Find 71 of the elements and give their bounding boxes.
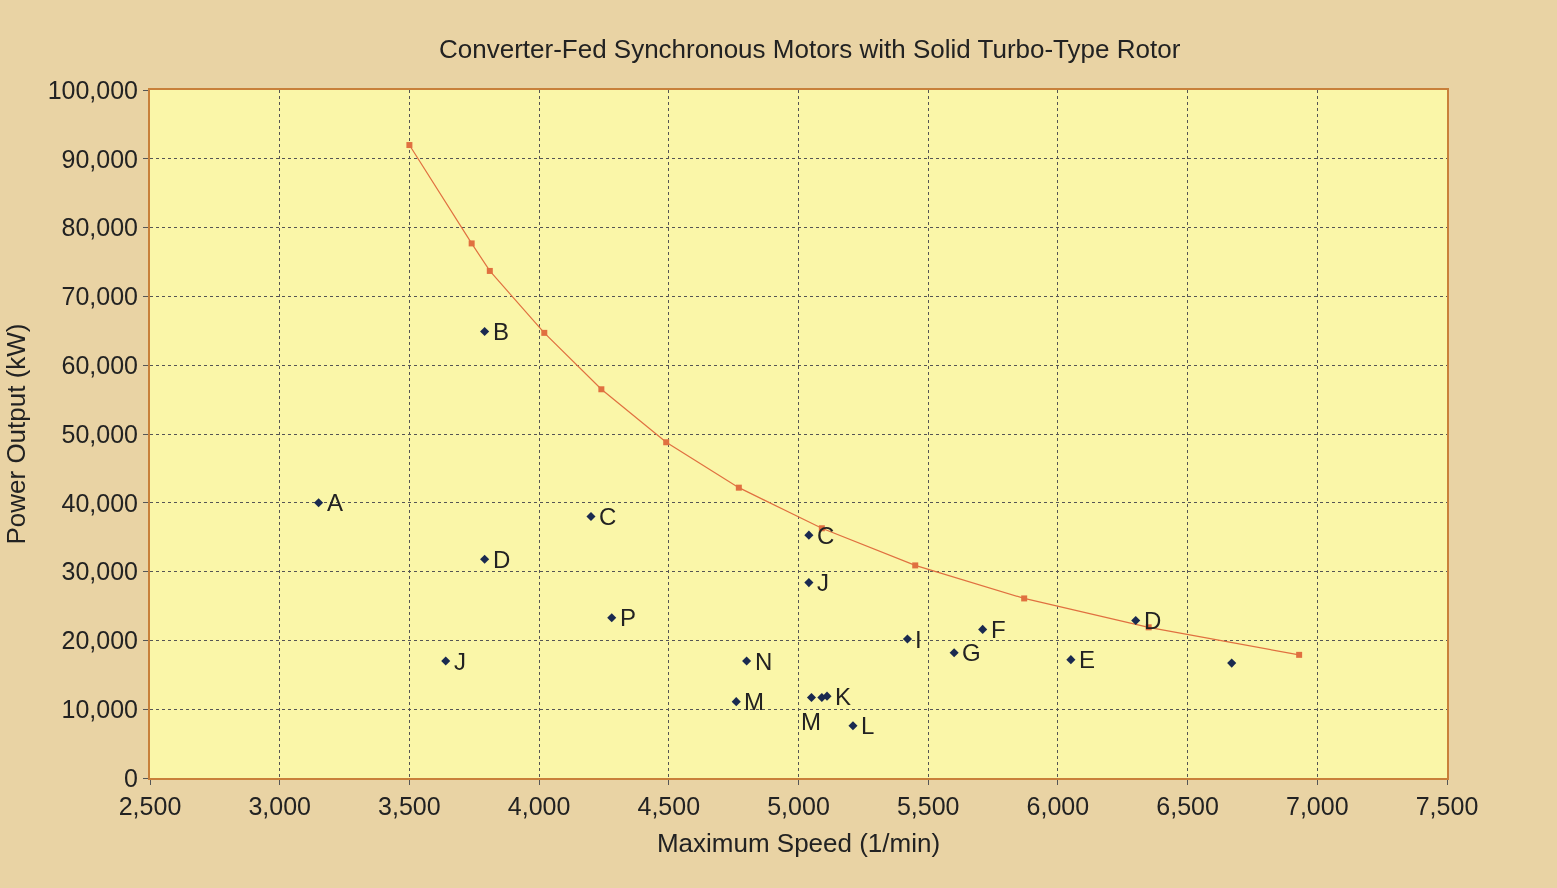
y-tick-label: 90,000	[61, 144, 138, 173]
annotation: E	[1079, 646, 1096, 673]
point	[902, 634, 912, 644]
point	[742, 656, 752, 666]
point	[406, 142, 413, 149]
point	[735, 484, 742, 491]
annotation: B	[493, 318, 510, 345]
point	[480, 326, 490, 337]
annotation: M	[744, 688, 764, 715]
point	[598, 386, 605, 393]
point	[804, 530, 814, 540]
x-tick-label: 5,000	[767, 792, 830, 820]
point	[806, 692, 817, 703]
point	[731, 697, 741, 707]
annotation: G	[962, 639, 981, 666]
x-axis-title: Maximum Speed (1/min)	[656, 828, 941, 859]
point	[804, 578, 814, 588]
annotation: J	[817, 569, 829, 596]
x-tick-label: 4,500	[637, 792, 701, 820]
y-axis-title: Power Output (kW)	[0, 323, 31, 545]
x-tick-label: 3,000	[248, 792, 311, 820]
annotation: D	[1144, 607, 1162, 634]
y-tick-label: 80,000	[61, 213, 138, 242]
point	[848, 721, 858, 731]
annotation: J	[454, 648, 466, 675]
y-tick-label: 30,000	[61, 557, 138, 586]
point	[822, 691, 832, 701]
x-tick-label: 4,000	[507, 792, 571, 820]
x-tick-label: 5,500	[896, 792, 960, 820]
annotation: N	[755, 648, 773, 675]
point	[607, 613, 617, 623]
point	[441, 656, 451, 666]
point	[314, 498, 324, 508]
point	[486, 267, 493, 274]
annotation: A	[327, 489, 344, 516]
y-tick-label: 70,000	[61, 282, 138, 311]
y-tick-label: 10,000	[61, 694, 138, 723]
annotation: D	[493, 546, 511, 573]
annotation: F	[991, 616, 1006, 643]
point	[541, 329, 548, 336]
point	[480, 554, 490, 564]
point	[468, 240, 475, 247]
point	[1066, 655, 1076, 665]
x-tick-label: 3,500	[378, 792, 441, 820]
annotation: P	[620, 604, 637, 631]
chart-title: Converter-Fed Synchronous Motors with Solid Turbo-Type Rotor	[438, 34, 1181, 65]
y-tick-label: 40,000	[61, 488, 138, 517]
point	[1131, 615, 1141, 625]
y-tick-label: 20,000	[61, 626, 138, 655]
x-tick-label: 2,500	[118, 792, 182, 820]
annotation: L	[861, 712, 875, 739]
point	[1021, 595, 1028, 602]
x-tick-label: 7,000	[1286, 792, 1349, 820]
point	[586, 512, 596, 522]
annotation: M	[801, 708, 821, 735]
point	[1227, 658, 1237, 668]
point	[978, 624, 988, 634]
x-tick-label: 6,500	[1156, 792, 1219, 820]
point	[1296, 651, 1303, 658]
y-tick-label: 100,000	[47, 75, 138, 104]
annotation: I	[915, 626, 922, 653]
point	[663, 439, 670, 446]
y-tick-label: 60,000	[61, 350, 138, 379]
point	[912, 562, 919, 569]
point	[949, 648, 959, 658]
y-tick-label: 0	[124, 763, 138, 792]
annotation: K	[835, 683, 852, 710]
y-tick-label: 50,000	[61, 419, 138, 448]
x-tick-label: 7,500	[1415, 792, 1479, 820]
x-tick-label: 6,000	[1026, 792, 1090, 820]
annotation: C	[599, 503, 617, 530]
